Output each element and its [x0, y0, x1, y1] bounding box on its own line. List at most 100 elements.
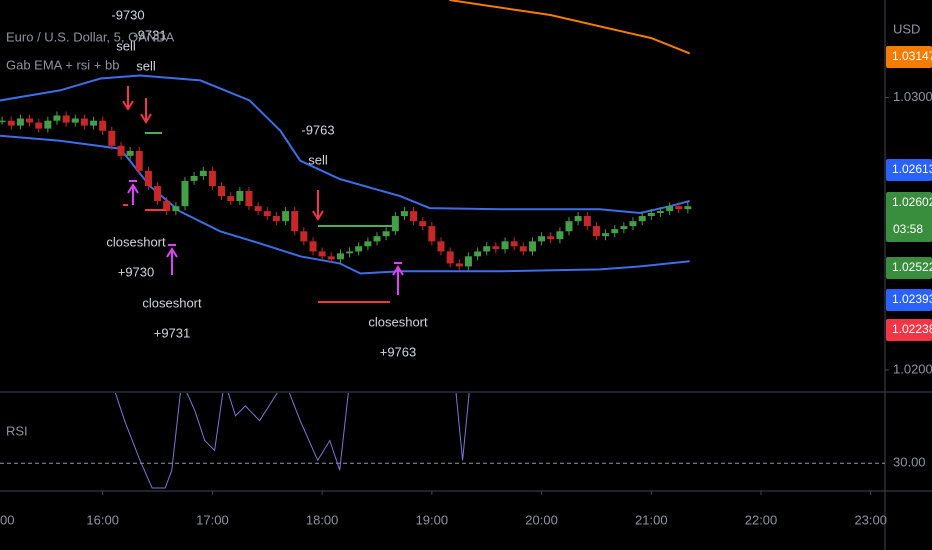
candle-body [538, 236, 546, 242]
x-tick-label: 19:00 [416, 512, 449, 527]
rsi-line [114, 393, 470, 489]
candle-body [99, 120, 107, 131]
candle-body [410, 211, 418, 222]
candle-body [620, 226, 628, 230]
trade-markers [122, 86, 404, 303]
trade-label: sell [308, 152, 328, 167]
candle-body [391, 216, 399, 232]
x-tick-label: 18:00 [306, 512, 339, 527]
candle-body [126, 150, 134, 156]
x-tick-label: 16:00 [86, 512, 119, 527]
candle-body [611, 229, 619, 234]
candle-body [135, 150, 143, 171]
candle-body [254, 206, 262, 212]
candle-body [190, 175, 198, 181]
candle-body [181, 180, 189, 207]
candle-body [656, 211, 664, 214]
countdown: 03:58 [893, 222, 923, 236]
x-tick-label: 17:00 [196, 512, 229, 527]
price-tag-label: 1.02602 [892, 195, 932, 209]
candle-body [574, 216, 582, 222]
close-arrow [127, 183, 139, 205]
close-arrow [392, 262, 404, 295]
price-tag-label: 1.02238 [892, 322, 932, 336]
price-tag-label: 1.02522 [892, 260, 932, 274]
candle-body [263, 211, 271, 217]
price-tag [886, 257, 932, 279]
candle-body [684, 206, 692, 210]
candle-body [528, 241, 536, 252]
currency: USD [893, 21, 920, 36]
candle-body [218, 186, 226, 197]
candle-body [583, 216, 591, 227]
target-line [145, 132, 392, 227]
candle-body [144, 170, 152, 187]
candle-body [80, 118, 88, 126]
candle-body [71, 118, 79, 123]
candle-body [492, 246, 500, 250]
trade-label: +9763 [380, 344, 417, 359]
trade-label: sell [136, 58, 156, 73]
price-tag [886, 46, 932, 68]
candle-body [419, 221, 427, 227]
candle-body [437, 241, 445, 252]
y-tick-label: 30.00 [893, 455, 926, 470]
candle-body [565, 221, 573, 232]
candle-body [675, 206, 683, 210]
price-tag [886, 192, 932, 242]
candle-body [336, 253, 344, 260]
candle-body [638, 216, 646, 222]
price-pane [0, 0, 692, 275]
candle-body [53, 115, 61, 121]
candle-body [199, 170, 207, 176]
candle-body [90, 120, 98, 126]
candle-body [227, 196, 235, 202]
trade-label: closeshort [142, 295, 202, 310]
stop-line [145, 209, 390, 303]
x-tick-label: 23:00 [854, 512, 887, 527]
candle-body [7, 120, 15, 126]
candle-body [346, 251, 354, 254]
candle-body [327, 256, 335, 260]
candle-body [35, 122, 43, 129]
trade-label: +9730 [118, 264, 155, 279]
candle-body [154, 186, 162, 202]
candle-body [556, 231, 564, 240]
candle-body [647, 213, 655, 217]
x-tick-label: 22:00 [745, 512, 778, 527]
candle-body [364, 241, 372, 247]
ema [449, 0, 691, 55]
candle-body [483, 246, 491, 252]
candle-body [208, 170, 216, 187]
trade-label: +9731 [154, 325, 191, 340]
x-tick-label: 20:00 [525, 512, 558, 527]
price-tag-label: 1.03147 [892, 49, 932, 63]
lower-band [0, 134, 690, 275]
candle-body [300, 231, 308, 242]
annotations: -9730 sell -9731 sell -9763 sell closesh… [106, 7, 428, 359]
symbol-title: Euro / U.S. Dollar, 5, OANDA [6, 29, 175, 44]
candle-body [510, 241, 518, 247]
close-arrow [166, 247, 178, 275]
close-marker [129, 180, 176, 246]
candle-body [163, 201, 171, 212]
candle-body [309, 241, 317, 252]
candle-body [108, 130, 116, 146]
candle-body [373, 236, 381, 242]
candle-body [547, 236, 555, 240]
x-tick-label: 21:00 [635, 512, 668, 527]
sell-arrow [122, 86, 134, 111]
candle-body [245, 190, 253, 207]
candle-body [117, 145, 125, 156]
trade-label: sell [116, 38, 136, 53]
candle-body [355, 246, 363, 252]
indicator-title: Gab EMA + rsi + bb [6, 57, 119, 72]
candle-body [428, 226, 436, 242]
candle-body [629, 221, 637, 227]
sell-arrow [312, 190, 324, 221]
x-tick-label: 00 [0, 512, 14, 527]
sell-arrow [140, 98, 152, 124]
price-tag [886, 319, 932, 341]
